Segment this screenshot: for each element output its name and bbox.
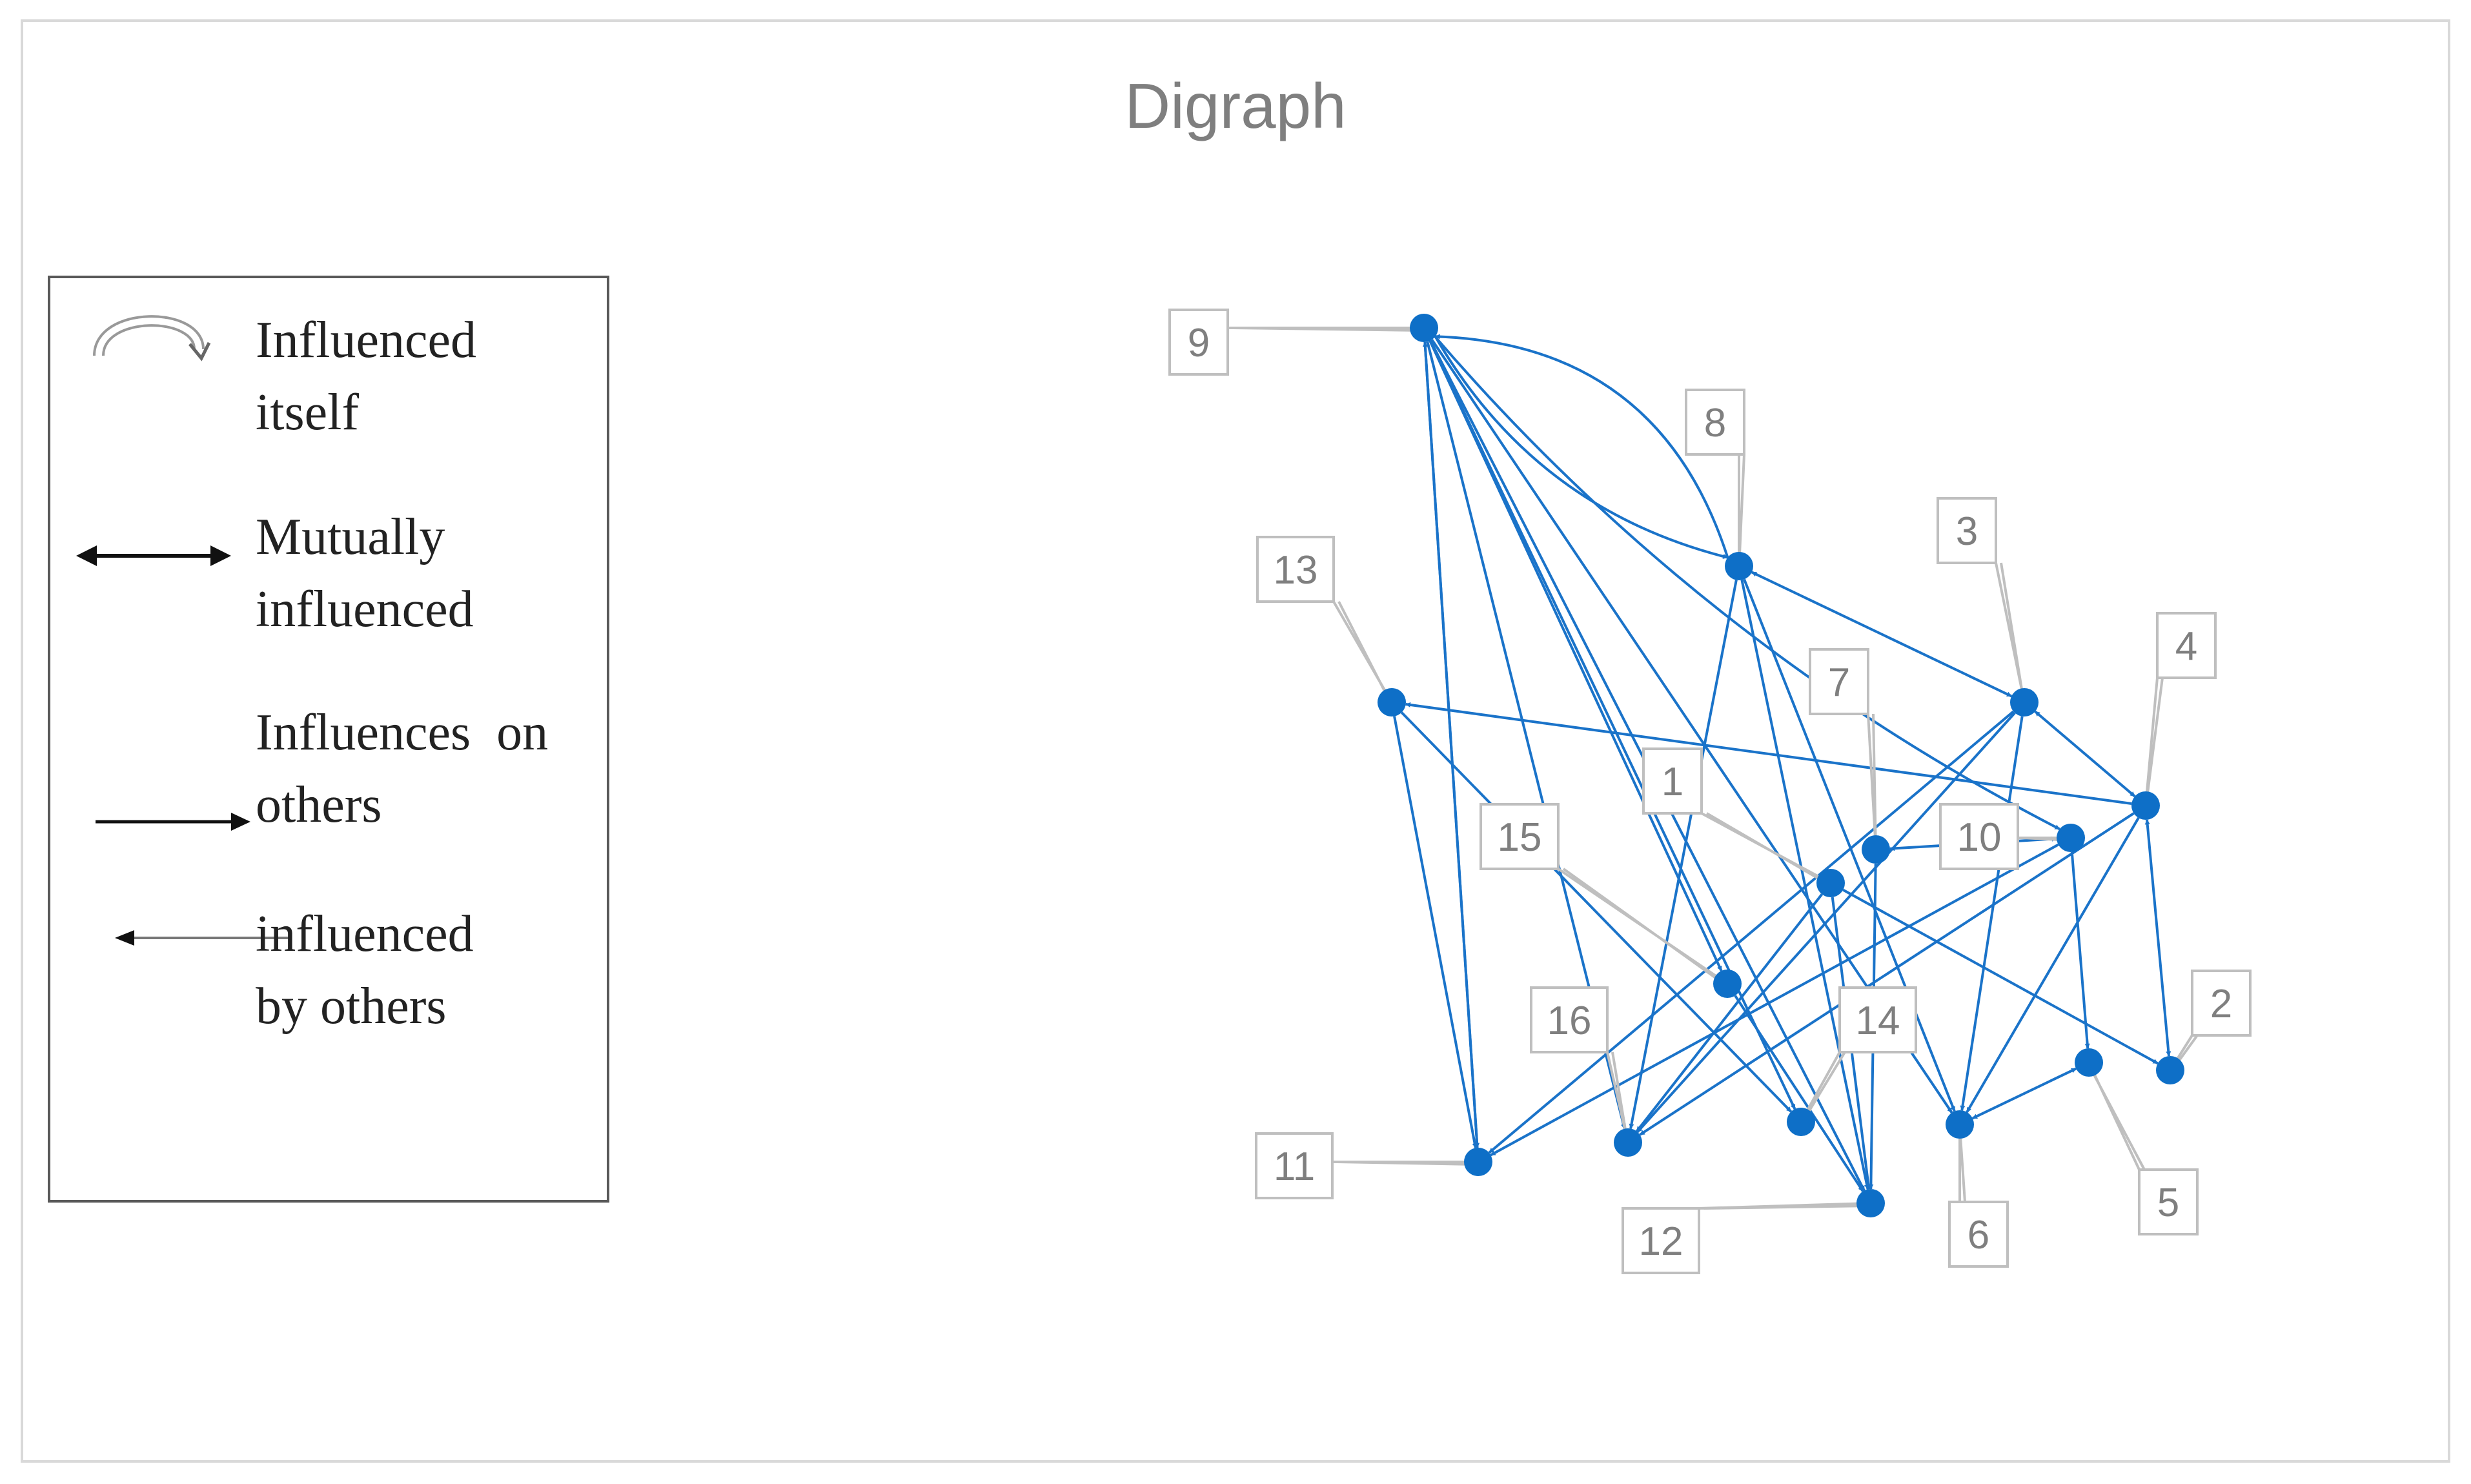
node-7-label-box bbox=[1809, 648, 1869, 715]
node-9-leader-line bbox=[1228, 327, 1425, 332]
node-10 bbox=[2057, 824, 2085, 852]
node-12 bbox=[1856, 1189, 1885, 1217]
node-14-label: 14 bbox=[1856, 999, 1900, 1043]
edge-4-to-2 bbox=[2144, 819, 2171, 1057]
node-14-label-box bbox=[1838, 986, 1917, 1053]
double-arrow-icon bbox=[76, 545, 231, 566]
node-5 bbox=[2075, 1048, 2103, 1077]
edge-10-to-11 bbox=[1490, 843, 2059, 1157]
node-15-label: 15 bbox=[1498, 815, 1542, 860]
edge-1-to-16 bbox=[1635, 893, 1824, 1132]
node-9-label: 9 bbox=[1188, 321, 1210, 365]
edge-1-to-2 bbox=[1842, 888, 2159, 1065]
edge-13-to-11 bbox=[1393, 716, 1478, 1149]
node-7-leader-line bbox=[1867, 713, 1877, 853]
node-15-label-box bbox=[1480, 803, 1560, 870]
node-3-label-box bbox=[1937, 497, 1997, 564]
node-12-leader-line bbox=[1698, 1202, 1871, 1210]
node-4-leader-line bbox=[2144, 677, 2164, 809]
node-3-leader-line bbox=[1995, 562, 2026, 706]
node-8-label: 8 bbox=[1704, 401, 1726, 445]
right-arrow-icon bbox=[96, 813, 250, 831]
node-12-label-box bbox=[1622, 1207, 1700, 1274]
legend-influences-label: Influences on others bbox=[256, 704, 549, 833]
node-5-label: 5 bbox=[2157, 1181, 2179, 1225]
legend-influenced-by-label: influenced by others bbox=[50, 278, 607, 1200]
edge-8-to-6 bbox=[1743, 578, 1956, 1112]
node-8-leader-line bbox=[1738, 454, 1745, 569]
node-10-label-box bbox=[1939, 803, 2019, 870]
edge-15-to-12 bbox=[1734, 995, 1864, 1192]
node-10-label: 10 bbox=[1957, 815, 2002, 860]
node-6-label-box bbox=[1948, 1201, 2009, 1268]
node-1-label: 1 bbox=[1662, 760, 1683, 804]
node-1-label-box bbox=[1642, 747, 1703, 815]
edge-3-to-11 bbox=[1488, 710, 2015, 1154]
node-8 bbox=[1725, 552, 1753, 580]
node-11 bbox=[1464, 1148, 1492, 1176]
edge-8-to-3 bbox=[1751, 571, 2013, 698]
edge-5-to-6 bbox=[1971, 1067, 2077, 1120]
node-7-label: 7 bbox=[1828, 660, 1850, 705]
label-leaders-layer bbox=[1228, 327, 2199, 1210]
self-loop-icon bbox=[93, 315, 211, 361]
node-16-label-box bbox=[1530, 986, 1609, 1053]
edge-11-to-9 bbox=[1422, 341, 1479, 1148]
node-5-leader-line bbox=[2088, 1062, 2146, 1170]
edge-4-to-6 bbox=[1966, 817, 2140, 1113]
node-15 bbox=[1713, 970, 1742, 998]
node-11-label-box bbox=[1255, 1132, 1334, 1199]
edge-3-to-6 bbox=[1960, 716, 2024, 1112]
node-1 bbox=[1816, 869, 1845, 897]
node-2-label: 2 bbox=[2210, 982, 2232, 1026]
node-7 bbox=[1862, 835, 1890, 864]
edge-9-to-8 bbox=[1434, 336, 1729, 559]
node-8-label-box bbox=[1685, 389, 1745, 456]
node-3-label: 3 bbox=[1956, 509, 1978, 554]
node-9-label-box bbox=[1168, 309, 1229, 376]
edge-9-to-15 bbox=[1429, 340, 1723, 971]
node-14 bbox=[1787, 1108, 1815, 1136]
node-2-label-box bbox=[2191, 970, 2252, 1037]
node-3 bbox=[2010, 688, 2039, 717]
edge-3-to-16 bbox=[1636, 712, 2016, 1133]
edge-4-to-16 bbox=[1639, 812, 2135, 1136]
node-2 bbox=[2156, 1056, 2184, 1084]
node-13 bbox=[1378, 688, 1406, 717]
edge-8-to-9 bbox=[1434, 334, 1729, 558]
edge-9-to-6 bbox=[1430, 339, 1953, 1113]
legend-mutual-label: Mutually influenced bbox=[256, 509, 474, 638]
edge-3-to-4 bbox=[2034, 710, 2136, 798]
node-16 bbox=[1614, 1128, 1642, 1157]
node-11-label: 11 bbox=[1274, 1144, 1315, 1189]
node-16-label: 16 bbox=[1547, 999, 1592, 1043]
legend-influenced-by-text: influenced by others bbox=[256, 906, 474, 1035]
node-1-leader-line bbox=[1701, 812, 1832, 887]
node-6 bbox=[1946, 1110, 1974, 1139]
edge-13-to-14 bbox=[1400, 711, 1793, 1113]
edge-9-to-10 bbox=[1434, 336, 2060, 831]
node-12-label: 12 bbox=[1639, 1219, 1683, 1264]
nodes-layer bbox=[1378, 314, 2184, 1217]
node-9 bbox=[1410, 314, 1438, 342]
node-4-label-box bbox=[2156, 612, 2217, 679]
node-13-leader-line bbox=[1332, 601, 1393, 706]
node-5-label-box bbox=[2138, 1168, 2199, 1235]
edge-8-to-16 bbox=[1629, 580, 1738, 1130]
node-15-leader-line bbox=[1557, 868, 1729, 988]
legend-self-loop-label: Influenced itself bbox=[256, 312, 477, 441]
legend: Influenced itself Mutually influenced In… bbox=[48, 276, 609, 1203]
left-arrow-icon bbox=[115, 930, 289, 946]
node-4-label: 4 bbox=[2175, 624, 2197, 669]
edges-layer bbox=[1393, 334, 2171, 1192]
node-13-label: 13 bbox=[1274, 548, 1318, 593]
edge-10-to-5 bbox=[2070, 851, 2090, 1049]
node-11-leader-line bbox=[1332, 1161, 1479, 1166]
node-6-label: 6 bbox=[1968, 1213, 1989, 1257]
diagram-title: Digraph bbox=[1124, 70, 1347, 141]
node-4 bbox=[2131, 791, 2160, 820]
node-13-label-box bbox=[1256, 536, 1335, 603]
